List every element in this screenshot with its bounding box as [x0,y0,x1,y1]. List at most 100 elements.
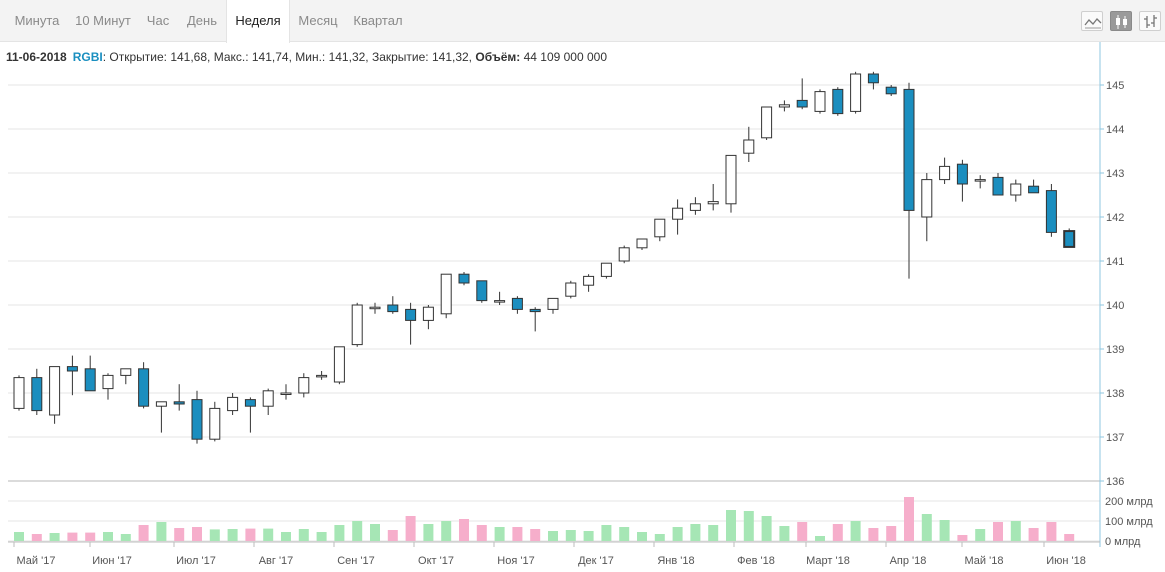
axes [8,42,1104,547]
candle-body[interactable] [262,390,274,407]
candle-body[interactable] [1063,230,1076,248]
volume-bar [476,525,487,541]
info-date: 11-06-2018 [6,50,67,64]
time-tick-label: Авг '17 [259,555,294,567]
price-tick-label: 143 [1106,168,1124,180]
volume-bar [886,526,897,541]
candle-body[interactable] [31,377,43,412]
price-candles[interactable] [13,71,1076,444]
candle-body[interactable] [405,308,417,321]
volume-bar [209,529,220,541]
price-tick-label: 142 [1106,212,1124,224]
candle-body[interactable] [227,396,239,412]
volume-bar [1064,534,1075,541]
price-tick-label: 144 [1106,124,1124,136]
candle-body[interactable] [529,308,541,313]
volume-bar [227,529,238,541]
candle-body[interactable] [298,377,310,394]
candle-body[interactable] [84,368,96,392]
candle-body[interactable] [689,203,701,211]
candle-body[interactable] [244,399,256,407]
candle-body[interactable] [618,247,630,262]
volume-bar [31,534,42,541]
candle-body[interactable] [600,262,612,277]
volume-bar [708,525,719,541]
candle-body[interactable] [583,275,595,286]
volume-bar [583,531,594,541]
candlestick-chart[interactable]: 136 137 138 139 140 141 142 143 144 145 0 млрд 100 … [0,42,1165,572]
candle-body[interactable] [155,401,167,407]
candle-body[interactable] [440,273,452,315]
volume-bar [370,524,380,541]
candle-body[interactable] [974,179,986,182]
volume-bar [49,533,60,541]
candle-body[interactable] [351,304,363,346]
candle-body[interactable] [761,106,773,139]
candle-body[interactable] [707,201,719,205]
candle-body[interactable] [796,99,808,108]
candle-body[interactable] [209,407,221,440]
candle-body[interactable] [173,401,185,405]
candle-body[interactable] [49,366,61,416]
candle-body[interactable] [1045,190,1057,233]
candle-body[interactable] [333,346,345,383]
candle-body[interactable] [921,179,933,218]
candle-body[interactable] [422,306,434,321]
candle-body[interactable] [654,218,666,238]
candle-body[interactable] [992,176,1004,196]
candle-body[interactable] [867,73,879,84]
volume-bar [939,520,950,541]
volume-bar [1046,522,1057,541]
volume-bar [530,529,541,541]
tab-quarter[interactable]: Квартал [353,13,403,28]
candle-body[interactable] [280,392,292,395]
line-chart-button[interactable] [1081,11,1103,31]
volume-bar [298,529,309,541]
volume-bar [637,532,647,541]
tab-minute[interactable]: Минута [14,13,60,28]
volume-bar [67,532,78,541]
candle-body[interactable] [387,304,399,313]
candle-body[interactable] [832,88,844,115]
ohlc-bars-button[interactable] [1139,11,1161,31]
candle-body[interactable] [138,368,150,407]
candle-body[interactable] [1028,185,1040,194]
candle-body[interactable] [494,300,506,303]
tab-10-minutes[interactable]: 10 Минут [75,13,131,28]
price-tick-label: 139 [1106,344,1124,356]
candle-body[interactable] [850,73,862,112]
candle-body[interactable] [66,366,78,372]
candle-body[interactable] [565,282,577,297]
candle-body[interactable] [885,86,897,95]
candle-body[interactable] [814,91,826,112]
candle-body[interactable] [743,139,755,154]
candle-body[interactable] [316,374,328,378]
candle-body[interactable] [102,374,114,390]
candle-body[interactable] [120,368,132,376]
candle-body[interactable] [939,165,951,181]
candle-body[interactable] [369,306,381,310]
candle-body[interactable] [476,280,488,302]
tab-hour[interactable]: Час [146,13,170,28]
candle-body[interactable] [13,377,25,409]
tab-week[interactable]: Неделя [226,0,290,43]
candle-body[interactable] [191,399,203,440]
time-tick-label: Дек '17 [578,555,614,567]
time-tick-label: Июн '18 [1046,555,1086,567]
volume-bar [138,525,149,541]
candle-body[interactable] [956,163,968,185]
candlestick-chart-button[interactable] [1110,11,1132,31]
candle-body[interactable] [903,88,915,211]
candle-body[interactable] [725,154,737,205]
time-tick-label: Фев '18 [737,555,775,567]
candle-body[interactable] [1010,183,1022,196]
tab-day[interactable]: День [187,13,217,28]
candle-body[interactable] [778,104,790,108]
candle-body[interactable] [672,207,684,220]
candle-body[interactable] [458,273,470,284]
candle-body[interactable] [636,238,648,249]
tab-month[interactable]: Месяц [298,13,338,28]
volume-bar [14,532,24,541]
candle-body[interactable] [511,297,523,310]
candle-body[interactable] [547,297,559,310]
